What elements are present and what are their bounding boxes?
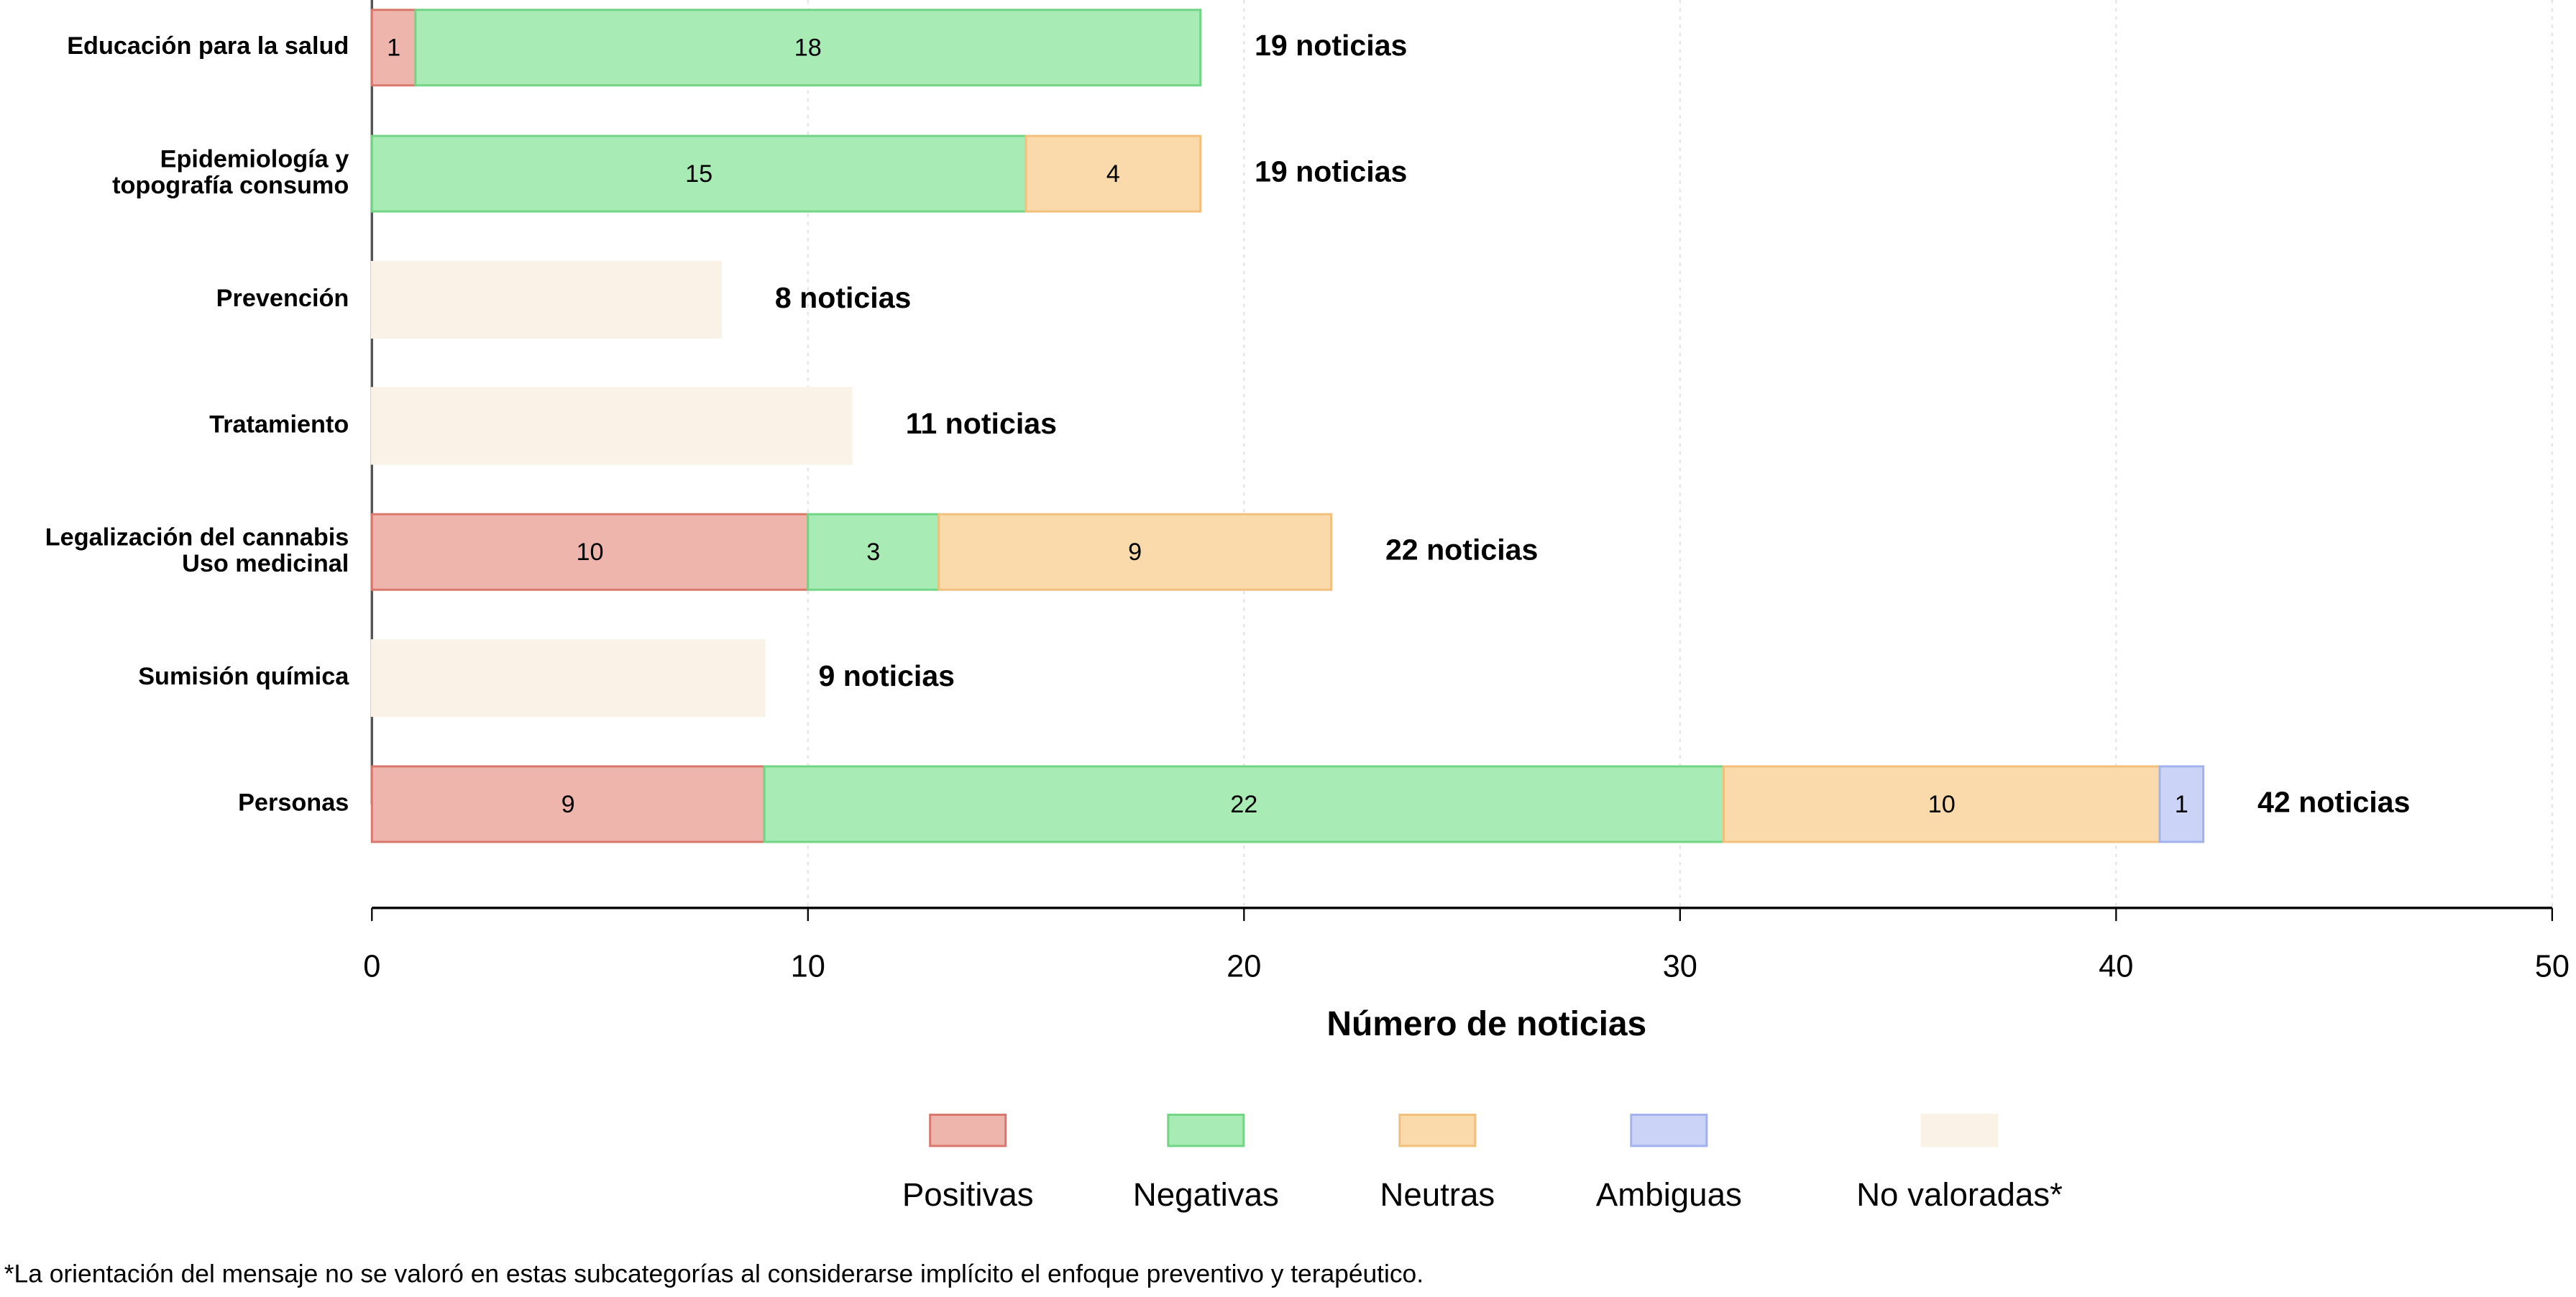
total-label: 42 noticias	[2258, 785, 2410, 818]
x-tick-label: 30	[1663, 950, 1697, 984]
total-label: 22 noticias	[1385, 533, 1538, 567]
y-tick-label-line: Educación para la salud	[67, 32, 349, 60]
value-label: 10	[576, 538, 603, 566]
legend-swatch	[1398, 1114, 1477, 1147]
y-tick-label-line: Legalización del cannabis	[45, 524, 349, 551]
bar-segment	[370, 639, 766, 718]
value-label: 10	[1928, 791, 1956, 818]
bar-segment	[938, 513, 1333, 591]
value-label: 15	[685, 160, 712, 188]
y-tick-label-line: Sumisión química	[138, 663, 349, 690]
y-tick-label: Personas	[238, 789, 349, 817]
x-tick-label: 0	[363, 950, 380, 984]
legend-swatch	[1630, 1114, 1708, 1147]
y-tick-label-line: Prevención	[216, 285, 349, 312]
y-tick-label-line: topografía consumo	[112, 172, 349, 199]
value-label: 1	[2175, 791, 2188, 818]
bar-segment	[370, 9, 417, 87]
legend-label: Ambiguas	[1596, 1176, 1742, 1213]
value-label: 9	[1128, 538, 1142, 566]
value-label: 3	[866, 538, 880, 566]
total-label: 19 noticias	[1255, 155, 1407, 188]
total-label: 19 noticias	[1255, 29, 1407, 62]
total-label: 11 noticias	[906, 407, 1057, 440]
y-tick-label-line: Tratamiento	[209, 411, 349, 438]
bar-segment	[370, 134, 1027, 213]
legend-swatch	[1920, 1114, 1999, 1147]
y-tick-label-line: Uso medicinal	[182, 550, 349, 577]
value-label: 9	[562, 791, 575, 818]
legend-label: Negativas	[1133, 1176, 1279, 1213]
y-tick-label: Prevención	[216, 285, 349, 312]
x-tick-label: 20	[1227, 950, 1261, 984]
value-label: 1	[387, 35, 400, 62]
bar-segment	[370, 765, 766, 843]
x-axis-title: Número de noticias	[1326, 1005, 1646, 1043]
bar-segment	[1025, 134, 1202, 213]
bar-segment	[370, 260, 722, 339]
value-label: 22	[1230, 791, 1257, 818]
bar-segment	[2158, 765, 2205, 843]
footnote: *La orientación del mensaje no se valoró…	[4, 1260, 1424, 1288]
bar-segment	[370, 387, 853, 465]
legend-swatch	[1167, 1114, 1245, 1147]
y-tick-label: Educación para la salud	[67, 32, 349, 60]
y-tick-label-line: Personas	[238, 789, 349, 817]
total-label: 8 noticias	[775, 281, 912, 314]
x-tick-label: 40	[2099, 950, 2133, 984]
y-tick-label: Sumisión química	[138, 663, 349, 690]
value-label: 18	[794, 35, 822, 62]
x-tick-label: 50	[2535, 950, 2570, 984]
bar-segment	[414, 9, 1202, 87]
bar-segment	[370, 513, 810, 591]
x-tick-label: 10	[791, 950, 825, 984]
value-label: 4	[1106, 160, 1120, 188]
total-label: 9 noticias	[818, 659, 955, 692]
y-tick-label: Tratamiento	[209, 411, 349, 438]
y-tick-label: Legalización del cannabis Uso medicinal	[45, 524, 349, 578]
y-tick-label: Epidemiología y topografía consumo	[112, 145, 349, 199]
legend-label: No valoradas*	[1856, 1176, 2063, 1213]
legend-label: Neutras	[1380, 1176, 1495, 1213]
legend-label: Positivas	[902, 1176, 1034, 1213]
y-tick-label-line: Epidemiología y	[160, 145, 349, 173]
bar-segment	[1722, 765, 2161, 843]
legend-swatch	[929, 1114, 1007, 1147]
